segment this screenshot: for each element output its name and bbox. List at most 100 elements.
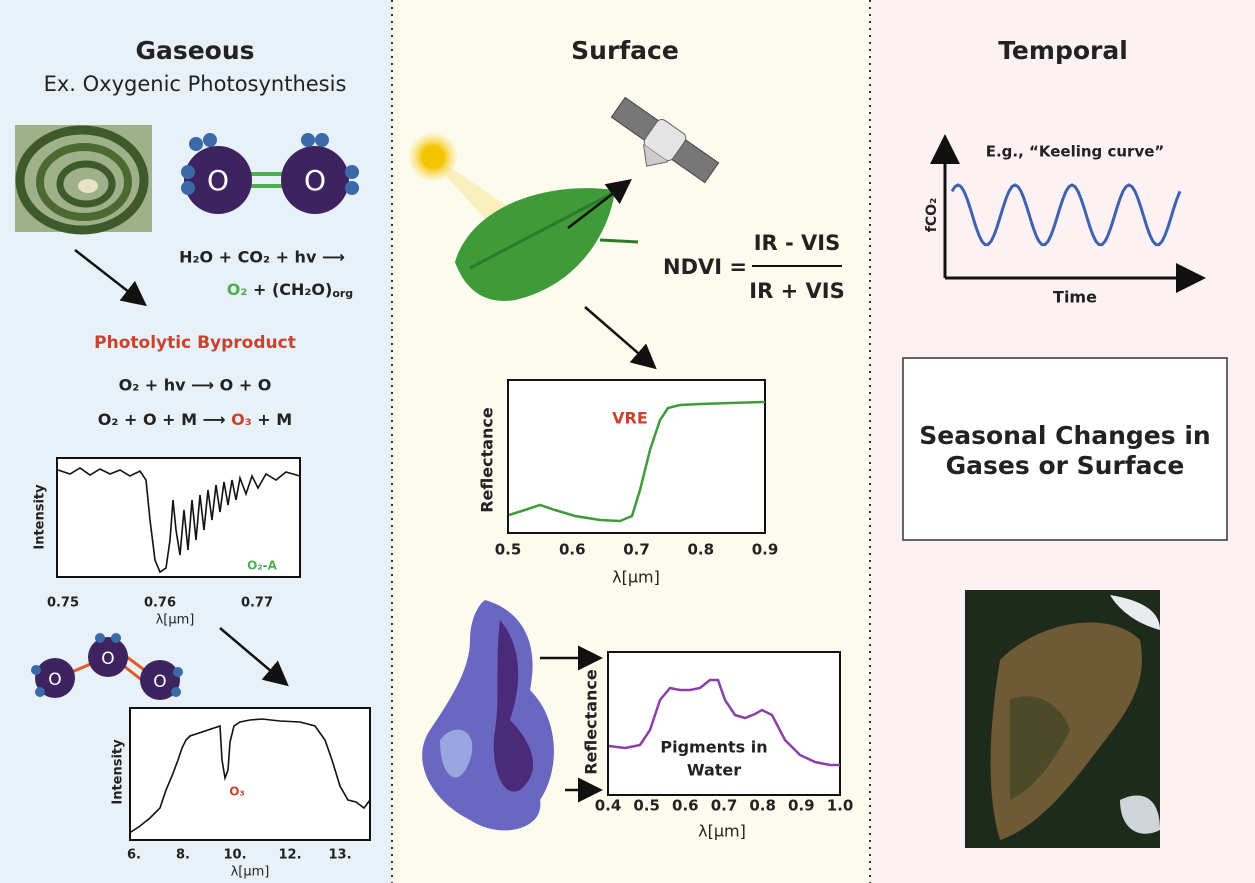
summary-text: Seasonal Changes in	[919, 421, 1210, 450]
x-tick-label: 0.6	[559, 541, 586, 559]
equation-part: + M	[257, 410, 292, 429]
o3-molecule-part	[173, 667, 183, 677]
axis-label: λ[μm]	[231, 865, 270, 880]
water-spectrum-part	[608, 678, 840, 767]
sun-leaf-satellite-part	[409, 133, 457, 181]
axis-label: Intensity	[111, 739, 126, 805]
x-tick-label: 8.	[176, 848, 190, 863]
o3-molecule-part	[31, 665, 41, 675]
o2-molecule: O O	[181, 133, 359, 214]
water-spectrum-part	[607, 651, 841, 796]
equation-part: org	[332, 287, 353, 300]
caption: E.g., “Keeling curve”	[986, 143, 1165, 161]
o2-molecule-part	[181, 165, 195, 179]
axis-label: Reflectance	[478, 407, 497, 513]
ndvi-denominator: IR + VIS	[749, 279, 844, 303]
x-tick-label: 0.6	[672, 797, 699, 815]
satellite-image-part	[1120, 795, 1160, 834]
axis-label: λ[μm]	[612, 568, 660, 587]
x-tick-label: 0.75	[47, 596, 79, 611]
equation: O₂ + hv ⟶ O + O	[119, 376, 272, 395]
spirulina-image-part	[56, 160, 116, 208]
spirulina-image	[15, 125, 152, 235]
o3-molecule-part	[88, 637, 128, 677]
x-tick-label: 0.76	[144, 596, 176, 611]
sun-leaf-satellite-part-part	[643, 144, 669, 167]
ndvi-numerator: IR - VIS	[754, 231, 841, 255]
arrow	[219, 627, 289, 687]
keeling-plot-part	[950, 183, 1182, 247]
annotation: Water	[687, 761, 741, 780]
ink-plume-part	[440, 729, 473, 778]
axis-label: Intensity	[33, 484, 48, 550]
spirulina-image-part	[15, 125, 149, 235]
annotation: VRE	[612, 409, 648, 428]
sun-leaf-satellite-part	[455, 188, 615, 301]
axis-label: λ[μm]	[156, 613, 195, 628]
o2-spectrum-part	[56, 457, 301, 578]
o3-molecule-part	[140, 660, 180, 700]
x-tick-label: 0.7	[623, 541, 650, 559]
sun-leaf-satellite	[409, 96, 720, 301]
ink-plume-part	[493, 620, 534, 792]
o3-molecule: O O O	[31, 633, 183, 700]
x-tick-label: 0.7	[711, 797, 738, 815]
panel-title: Temporal	[998, 36, 1128, 65]
o2-molecule-part	[281, 146, 349, 214]
x-tick-label: 0.4	[595, 797, 622, 815]
o2-molecule-part	[345, 181, 359, 195]
summary-text: Gases or Surface	[946, 451, 1185, 480]
o3-spectrum-part	[129, 707, 371, 841]
o2-spectrum-part	[57, 467, 301, 574]
o2-molecule-part	[189, 137, 203, 151]
spirulina-image-part	[78, 179, 98, 193]
x-tick-label: 0.8	[687, 541, 714, 559]
keeling-plot: E.g., “Keeling curve” fCO₂ Time	[924, 134, 1206, 307]
arrow	[584, 306, 657, 370]
o3-molecule-part	[35, 658, 75, 698]
arrow	[74, 249, 147, 307]
equation: O₂ + (CH₂O)org	[227, 280, 353, 301]
o2-molecule-part	[345, 165, 359, 179]
equation-part: O₂ + O + M ⟶	[98, 410, 226, 429]
o2-molecule-part	[203, 133, 217, 147]
ndvi-label: NDVI =	[663, 255, 747, 279]
panel-title: Gaseous	[135, 36, 254, 65]
sun-leaf-satellite-part	[469, 190, 639, 270]
atom-label: O	[207, 164, 229, 197]
atom-label: O	[153, 672, 166, 692]
axis-label: Time	[1053, 288, 1097, 307]
axis-label: λ[μm]	[698, 822, 746, 841]
o3-molecule-part	[35, 687, 45, 697]
annotation: Pigments in	[660, 738, 767, 757]
axis-label: fCO₂	[924, 198, 940, 232]
x-tick-label: 0.9	[752, 541, 779, 559]
section-label: Photolytic Byproduct	[94, 333, 296, 353]
o3-spectrum-part	[130, 718, 371, 833]
atom-label: O	[48, 670, 61, 690]
spirulina-image-part	[36, 143, 132, 221]
o3-molecule-part	[111, 633, 121, 643]
panel-title: Surface	[571, 36, 679, 65]
x-tick-label: 10.	[223, 848, 246, 863]
equation-part: O₃	[231, 410, 252, 429]
equation: H₂O + CO₂ + hv ⟶	[179, 248, 345, 267]
annotation: O₃	[229, 785, 244, 799]
x-tick-label: 0.5	[495, 541, 522, 559]
x-tick-label: 12.	[278, 848, 301, 863]
atom-label: O	[101, 649, 114, 669]
panel-subtitle: Ex. Oxygenic Photosynthesis	[44, 72, 347, 96]
o3-molecule-part	[171, 687, 181, 697]
leaf-spectrum: Reflectance VRE λ[μm]	[478, 379, 766, 587]
x-tick-label: 13.	[328, 848, 351, 863]
x-tick-label: 0.5	[633, 797, 660, 815]
x-tick-label: 0.9	[788, 797, 815, 815]
equation-part: O₂	[227, 280, 248, 299]
atom-label: O	[304, 164, 326, 197]
equation: O₂ + O + M ⟶ O₃ + M	[98, 410, 292, 429]
satellite-image-part	[1110, 595, 1160, 630]
axis-label: Reflectance	[582, 669, 601, 775]
summary-box	[902, 357, 1228, 541]
o2-spectrum: Intensity O₂-A λ[μm]	[33, 457, 301, 628]
